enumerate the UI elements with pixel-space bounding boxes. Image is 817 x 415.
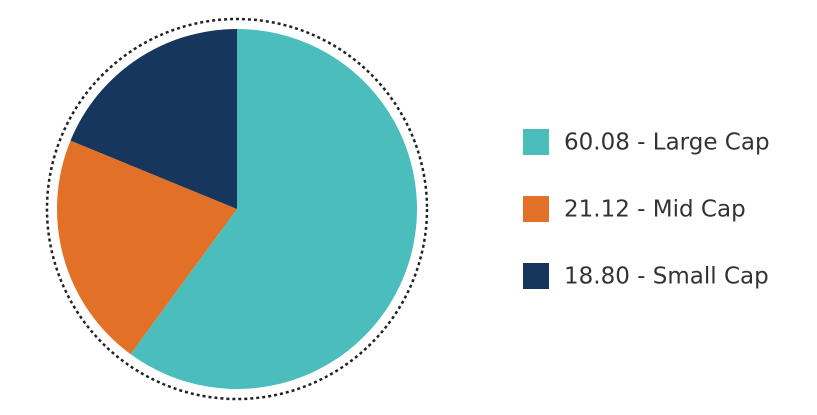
pie-slice — [56, 140, 237, 355]
legend-label: 21.12 - Mid Cap — [564, 197, 746, 223]
legend-swatch — [523, 263, 549, 289]
pie-slice — [70, 29, 237, 209]
legend-swatch — [523, 196, 549, 222]
legend-swatch — [523, 129, 549, 155]
pie-outline — [45, 17, 429, 401]
pie-slice — [130, 29, 417, 389]
legend-label: 60.08 - Large Cap — [564, 130, 770, 156]
legend-label: 18.80 - Small Cap — [564, 264, 769, 290]
